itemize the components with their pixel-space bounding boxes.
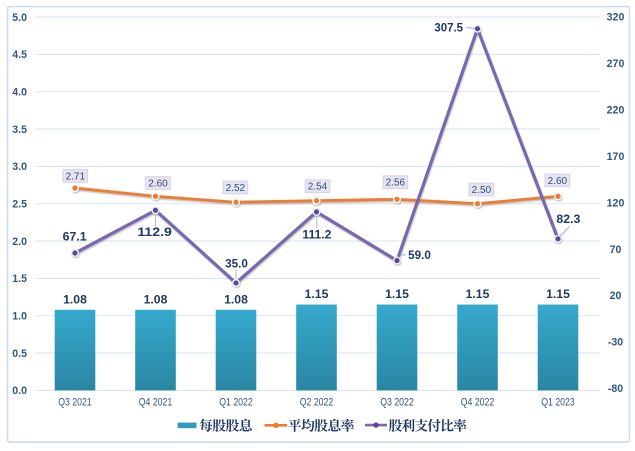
- svg-text:1.08: 1.08: [144, 292, 168, 306]
- svg-text:5.0: 5.0: [12, 12, 27, 24]
- svg-text:1.15: 1.15: [466, 287, 490, 301]
- svg-text:2.54: 2.54: [308, 182, 328, 193]
- svg-text:59.0: 59.0: [408, 248, 431, 262]
- svg-text:67.1: 67.1: [63, 230, 87, 244]
- svg-text:307.5: 307.5: [434, 20, 463, 34]
- svg-text:320: 320: [607, 12, 625, 24]
- svg-text:-30: -30: [608, 337, 623, 349]
- svg-text:Q3 2021: Q3 2021: [58, 396, 92, 408]
- svg-text:0.0: 0.0: [12, 385, 27, 397]
- svg-text:Q2 2022: Q2 2022: [300, 396, 334, 408]
- svg-text:2.60: 2.60: [148, 178, 168, 189]
- svg-text:120: 120: [607, 197, 625, 209]
- svg-text:2.56: 2.56: [386, 178, 406, 189]
- svg-text:1.08: 1.08: [224, 292, 248, 306]
- svg-text:35.0: 35.0: [225, 257, 248, 271]
- svg-text:Q1 2023: Q1 2023: [541, 396, 575, 408]
- svg-text:Q4 2022: Q4 2022: [461, 396, 495, 408]
- svg-text:170: 170: [607, 151, 625, 163]
- svg-text:270: 270: [607, 58, 625, 70]
- svg-text:0.5: 0.5: [12, 348, 27, 360]
- svg-text:1.15: 1.15: [305, 287, 329, 301]
- svg-text:70: 70: [610, 244, 622, 256]
- svg-text:3.0: 3.0: [12, 161, 27, 173]
- svg-text:1.08: 1.08: [63, 292, 87, 306]
- svg-text:4.0: 4.0: [12, 86, 27, 98]
- svg-text:2.5: 2.5: [12, 198, 27, 210]
- svg-text:4.5: 4.5: [12, 49, 27, 61]
- svg-text:1.5: 1.5: [12, 273, 27, 285]
- svg-text:2.71: 2.71: [66, 171, 86, 182]
- svg-text:82.3: 82.3: [556, 212, 580, 226]
- svg-text:2.0: 2.0: [12, 236, 27, 248]
- svg-text:3.5: 3.5: [12, 124, 27, 136]
- svg-text:2.60: 2.60: [548, 176, 568, 187]
- svg-text:1.15: 1.15: [385, 287, 409, 301]
- svg-text:Q1 2022: Q1 2022: [219, 396, 253, 408]
- svg-text:20: 20: [610, 290, 622, 302]
- svg-text:2.50: 2.50: [472, 185, 492, 196]
- svg-text:111.2: 111.2: [302, 228, 331, 242]
- svg-text:220: 220: [607, 105, 625, 117]
- svg-text:Q3 2022: Q3 2022: [380, 396, 414, 408]
- svg-text:2.52: 2.52: [226, 183, 246, 194]
- svg-text:112.9: 112.9: [137, 225, 172, 239]
- svg-text:-80: -80: [608, 383, 623, 395]
- svg-text:1.0: 1.0: [12, 310, 27, 322]
- svg-text:1.15: 1.15: [546, 287, 570, 301]
- svg-text:Q4 2021: Q4 2021: [139, 396, 173, 408]
